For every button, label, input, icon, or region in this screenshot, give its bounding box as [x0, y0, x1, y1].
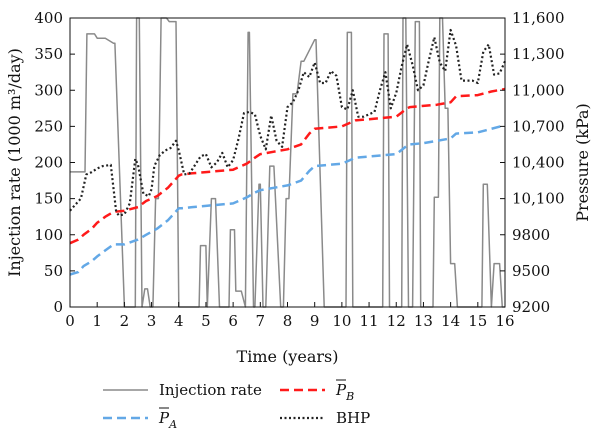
- x-tick-label: 10: [332, 312, 351, 330]
- x-tick-label: 0: [65, 312, 75, 330]
- legend-label-pa: PA: [158, 409, 177, 431]
- x-tick-label: 13: [414, 312, 433, 330]
- series-line-pa: [69, 123, 506, 276]
- series-line-pb: [69, 87, 506, 245]
- y-right-tick-label: 11,600: [512, 9, 565, 27]
- x-tick-label: 8: [283, 312, 293, 330]
- y-right-tick-label: 10,400: [512, 154, 565, 172]
- x-tick-label: 2: [120, 312, 130, 330]
- x-tick-label: 4: [174, 312, 184, 330]
- y-left-tick-label: 200: [34, 154, 63, 172]
- y-right-tick-label: 10,700: [512, 117, 565, 135]
- y-right-tick-label: 10,100: [512, 190, 565, 208]
- legend: Injection rate PB PA BHP: [103, 379, 370, 431]
- x-tick-label: 5: [201, 312, 211, 330]
- y-left-axis-title: Injection rate (1000 m³/day): [5, 48, 24, 277]
- y-left-tick-label: 50: [44, 262, 63, 280]
- y-left-tick-label: 400: [34, 9, 63, 27]
- x-tick-label: 12: [387, 312, 406, 330]
- x-tick-label: 7: [256, 312, 266, 330]
- x-tick-label: 16: [495, 312, 514, 330]
- x-tick-label: 1: [92, 312, 102, 330]
- y-right-tick-label: 9200: [512, 298, 550, 316]
- x-axis-title: Time (years): [237, 347, 339, 366]
- x-tick-label: 3: [147, 312, 157, 330]
- y-left-tick-label: 100: [34, 226, 63, 244]
- y-left-tick-label: 350: [34, 45, 63, 63]
- x-tick-label: 6: [228, 312, 238, 330]
- tick-layer: 0 1 2 3 4 5 6 7 8 9 10 11 12 13 14 15 160501001502002503…: [34, 9, 564, 330]
- legend-label-pb: PB: [335, 381, 354, 403]
- y-right-tick-label: 9800: [512, 226, 550, 244]
- x-tick-label: 15: [468, 312, 487, 330]
- y-right-tick-label: 11,300: [512, 45, 565, 63]
- series-layer: [69, 17, 507, 308]
- legend-label-injection: Injection rate: [159, 381, 262, 399]
- y-right-axis-title: Pressure (kPa): [573, 103, 592, 222]
- x-tick-label: 11: [360, 312, 379, 330]
- y-left-tick-label: 300: [34, 81, 63, 99]
- y-right-tick-label: 9500: [512, 262, 550, 280]
- series-line-bhp: [69, 28, 507, 217]
- y-left-tick-label: 250: [34, 117, 63, 135]
- legend-label-bhp: BHP: [336, 409, 370, 427]
- y-left-tick-label: 0: [53, 298, 63, 316]
- x-tick-label: 14: [441, 312, 460, 330]
- x-tick-label: 9: [310, 312, 320, 330]
- y-left-tick-label: 150: [34, 190, 63, 208]
- y-right-tick-label: 11,000: [512, 81, 565, 99]
